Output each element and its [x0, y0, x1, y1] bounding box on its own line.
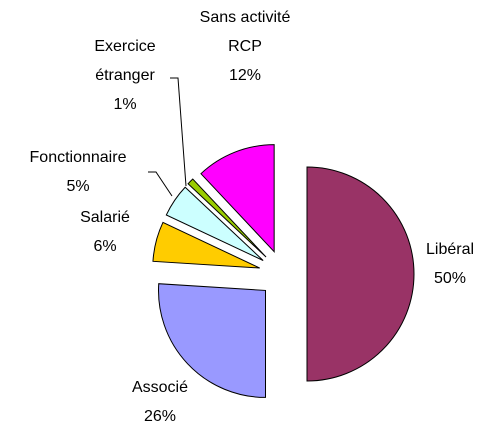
pie-slice — [152, 221, 260, 269]
slice-label: Salarié — [80, 209, 130, 226]
slice-label: Sans activité RCP — [200, 9, 291, 55]
pie-slice — [165, 186, 264, 261]
slice-value-label: 6% — [93, 238, 116, 255]
slice-label-line: Salarié — [80, 209, 130, 226]
pie-slice — [187, 178, 267, 258]
pie-slice — [306, 166, 415, 382]
slice-label-line: étranger — [95, 67, 155, 84]
slice-value-label: 12% — [229, 67, 261, 84]
slice-value-label: 1% — [113, 96, 136, 113]
slice-value-label: 50% — [434, 270, 466, 287]
slice-value-label: 5% — [66, 178, 89, 195]
slice-label: Fonctionnaire — [30, 149, 127, 166]
slice-label-line: Associé — [132, 379, 188, 396]
pie-slice — [200, 144, 275, 253]
leader-line — [148, 171, 173, 197]
slice-label-line: Libéral — [426, 241, 474, 258]
slice-label-line: RCP — [228, 38, 262, 55]
slice-label: Associé — [132, 379, 188, 396]
slice-label-line: Fonctionnaire — [30, 149, 127, 166]
leader-line — [170, 77, 187, 187]
slice-label-line: Exercice — [94, 38, 155, 55]
slice-value-label: 26% — [144, 408, 176, 425]
slice-label: Libéral — [426, 241, 474, 258]
slice-label: Exercice étranger — [94, 38, 155, 84]
slice-label-line: Sans activité — [200, 9, 291, 26]
pie-slice — [158, 283, 267, 398]
